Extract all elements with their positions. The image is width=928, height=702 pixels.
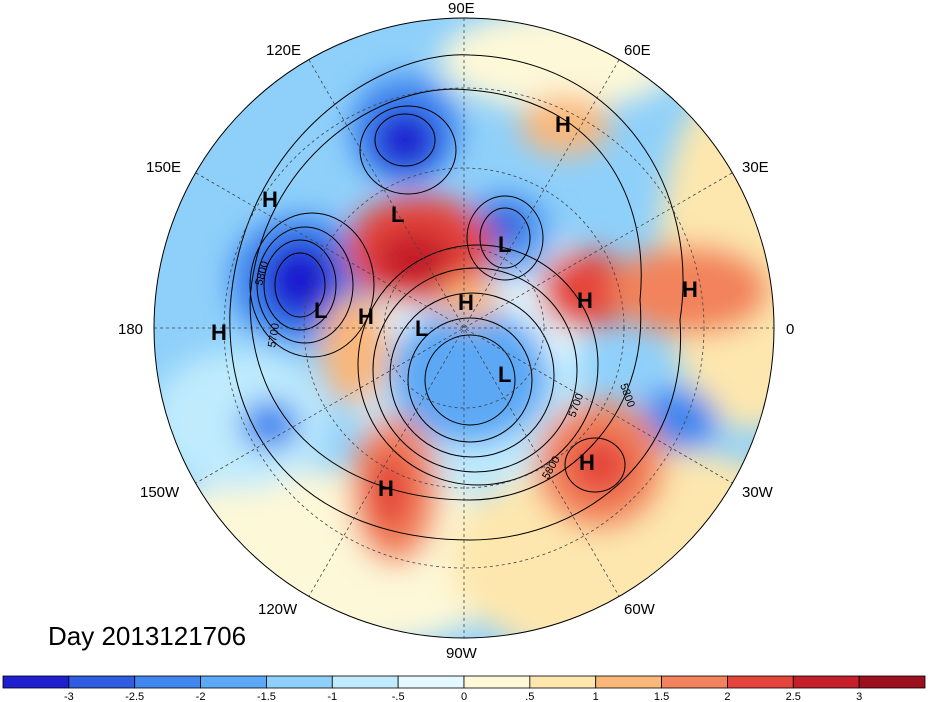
colorbar-tick-label: -1.5 (257, 691, 276, 702)
low-center: L (314, 298, 327, 323)
lon-label-30e: 30E (742, 159, 769, 176)
lon-label-60e: 60E (624, 42, 651, 59)
colorbar-tick-label: -3 (64, 691, 74, 702)
lon-label-60w: 60W (624, 601, 656, 618)
contour-label: 5700 (266, 322, 282, 348)
colorbar-swatch (727, 675, 794, 689)
colorbar-swatch (529, 675, 597, 689)
colorbar-swatch (463, 675, 531, 689)
colorbar-swatch (68, 675, 136, 689)
colorbar-tick-label: 2.5 (786, 691, 801, 702)
lon-label-120e: 120E (266, 42, 301, 59)
high-center: H (682, 277, 698, 302)
colorbar-swatch (331, 675, 399, 689)
colorbar-swatch (134, 675, 201, 689)
longitude-labels: 90E 120E 60E 150E 30E 180 0 150W 30W 120… (118, 0, 794, 662)
colorbar-swatch (200, 675, 267, 689)
pressure-centers: H H L L L H H H H H L L H H (211, 112, 698, 501)
high-center: H (458, 290, 474, 315)
low-center: L (498, 232, 511, 257)
colorbar-swatch (397, 675, 465, 689)
high-center: H (358, 304, 374, 329)
anomaly-field (154, 18, 774, 638)
colorbar-swatch (595, 675, 662, 689)
colorbar-tick-label: -1 (327, 691, 337, 702)
high-center: H (378, 476, 394, 501)
day-label: Day 2013121706 (48, 621, 246, 651)
graticule (154, 18, 774, 638)
low-center: L (391, 202, 404, 227)
map-boundary (153, 17, 775, 639)
colorbar-tick-label: -2 (196, 691, 206, 702)
colorbar-tick-label: 0 (461, 691, 467, 702)
lon-label-90w: 90W (446, 645, 478, 662)
colorbar-tick-label: .5 (525, 691, 534, 702)
colorbar-tick-label: 1.5 (654, 691, 669, 702)
high-center: H (211, 320, 227, 345)
low-center: L (415, 316, 428, 341)
colorbar-tick-label: 3 (856, 691, 862, 702)
colorbar-swatch (792, 675, 860, 689)
lon-label-150w: 150W (140, 484, 180, 501)
lon-label-120w: 120W (258, 601, 298, 618)
colorbar-swatch (661, 675, 728, 689)
colorbar-tick-label: -2.5 (125, 691, 144, 702)
colorbar-swatch (266, 675, 333, 689)
low-center: L (498, 362, 511, 387)
colorbar-tick-label: 1 (593, 691, 599, 702)
lon-label-90e: 90E (448, 0, 475, 17)
high-center: H (579, 450, 595, 475)
high-center: H (555, 112, 571, 137)
high-center: H (262, 187, 278, 212)
colorbar-swatch (2, 675, 70, 689)
lon-label-180: 180 (118, 321, 143, 338)
height-contours (229, 54, 684, 541)
lon-label-0: 0 (786, 321, 794, 338)
high-center: H (577, 288, 593, 313)
lon-label-150e: 150E (146, 159, 181, 176)
colorbar-tick-label: -.5 (392, 691, 405, 702)
colorbar-tick-label: 2 (724, 691, 730, 702)
colorbar: -3 -2.5 -2 -1.5 -1 -.5 0 .5 1 1.5 2 2.5 3 (2, 675, 926, 702)
lon-label-30w: 30W (742, 484, 774, 501)
colorbar-swatch (858, 675, 926, 689)
